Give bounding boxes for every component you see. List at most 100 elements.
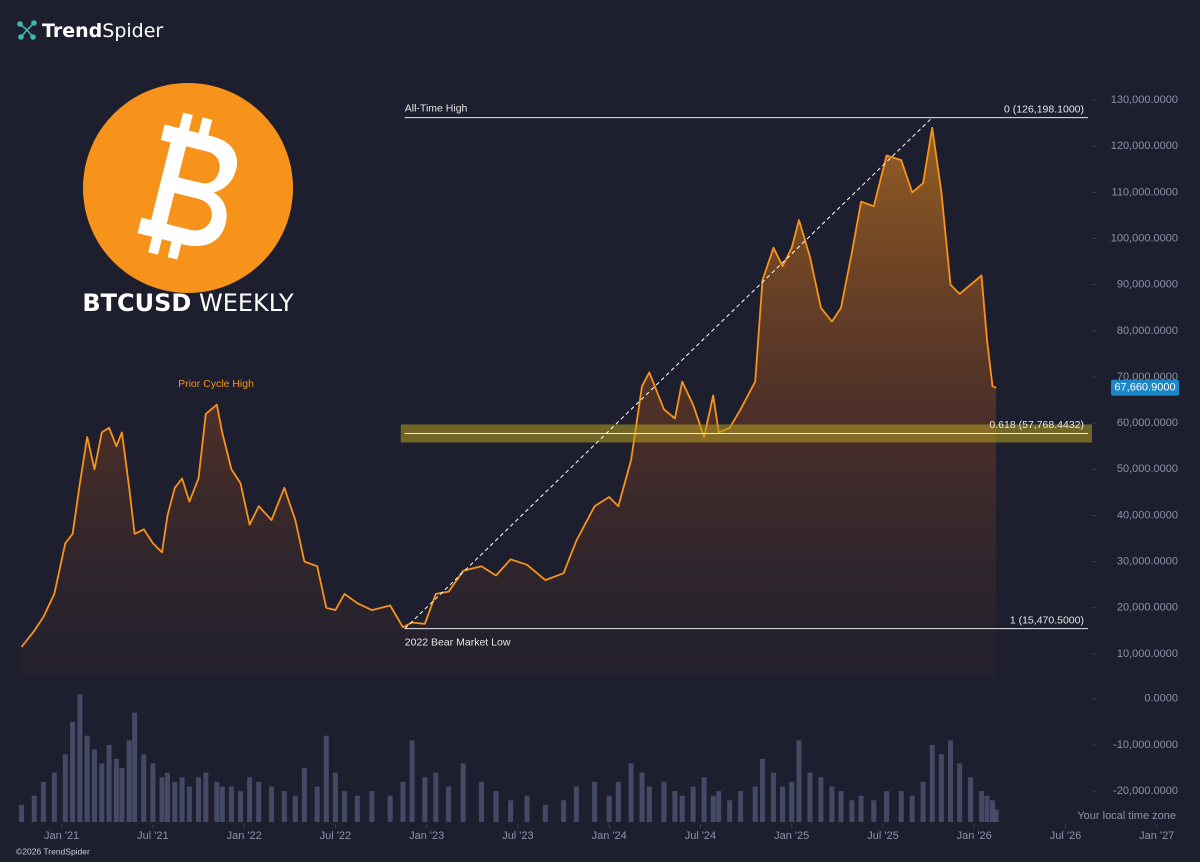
volume-bar	[214, 781, 220, 822]
volume-bar	[409, 740, 415, 822]
volume-bar	[369, 791, 375, 822]
volume-bar	[400, 781, 406, 822]
volume-tick-label: -20,000.0000	[1113, 785, 1178, 797]
volume-bar	[342, 791, 348, 822]
x-tick-label: Jul '23	[502, 830, 533, 842]
volume-bar	[752, 786, 758, 822]
volume-bar	[126, 740, 132, 822]
y-tick-label: 20,000.0000	[1117, 602, 1178, 614]
volume-bar	[332, 772, 338, 822]
volume-bar	[646, 786, 652, 822]
brand: TrendSpider	[42, 20, 163, 42]
volume-bar	[690, 786, 696, 822]
x-tick-label: Jan '23	[409, 830, 444, 842]
volume-bar	[807, 772, 813, 822]
volume-bar	[858, 795, 864, 822]
volume-bar	[542, 804, 548, 822]
volume-bar	[672, 791, 678, 822]
volume-bar	[219, 786, 225, 822]
volume-bar	[920, 781, 926, 822]
volume-bar	[984, 795, 990, 822]
brand-bold: Trend	[42, 20, 102, 42]
volume-bar	[141, 754, 147, 822]
volume-bar	[701, 777, 707, 822]
volume-bar	[62, 754, 68, 822]
level-note: 2022 Bear Market Low	[405, 636, 511, 648]
volume-bar	[884, 791, 890, 822]
y-tick-label: 30,000.0000	[1117, 556, 1178, 568]
volume-bar	[186, 786, 192, 822]
volume-bar	[159, 777, 165, 822]
volume-bar	[838, 791, 844, 822]
volume-bar	[203, 772, 209, 822]
volume-bar	[292, 795, 298, 822]
volume-bar	[493, 791, 499, 822]
volume-bar	[323, 735, 329, 822]
interval: WEEKLY	[199, 289, 294, 317]
volume-bar	[99, 763, 105, 822]
x-tick-label: Jan '24	[592, 830, 627, 842]
volume-bar	[77, 694, 83, 822]
volume-bar	[871, 800, 877, 822]
volume-bar	[524, 795, 530, 822]
brand-icon	[17, 20, 37, 40]
volume-bar	[993, 809, 999, 822]
volume-bar	[478, 781, 484, 822]
x-tick-label: Jan '27	[1139, 830, 1174, 842]
volume-bar	[228, 786, 234, 822]
y-tick-label: 90,000.0000	[1117, 279, 1178, 291]
volume-bar	[172, 781, 178, 822]
volume-bar	[573, 786, 579, 822]
volume-bar	[661, 781, 667, 822]
volume-bar	[433, 772, 439, 822]
copyright: ©2026 TrendSpider	[16, 846, 90, 856]
volume-bar	[796, 740, 802, 822]
volume-bar	[387, 795, 393, 822]
volume-bar	[818, 777, 824, 822]
volume-bar	[91, 749, 97, 822]
volume-bar	[119, 768, 125, 822]
volume-bar	[460, 763, 466, 822]
volume-bar	[615, 781, 621, 822]
annotation: Prior Cycle High	[178, 378, 254, 390]
volume-bar	[929, 744, 935, 822]
volume-bar	[710, 795, 716, 822]
x-tick-label: Jul '25	[867, 830, 898, 842]
volume-bar	[829, 786, 835, 822]
volume-bar	[179, 777, 185, 822]
volume-bar	[639, 772, 645, 822]
volume-tick-label: 0.0000	[1144, 693, 1178, 705]
volume-bar	[989, 800, 995, 822]
volume-bar	[628, 763, 634, 822]
bitcoin-glyph	[137, 112, 238, 260]
trend-line	[404, 117, 933, 630]
volume-bar	[18, 804, 24, 822]
volume-bar	[70, 721, 76, 822]
volume-bar	[968, 777, 974, 822]
volume-bar	[106, 744, 112, 822]
volume-bar	[716, 791, 722, 822]
volume-bar	[51, 772, 57, 822]
volume-bar	[196, 777, 202, 822]
volume-bar	[354, 795, 360, 822]
price-tag	[1111, 379, 1179, 396]
volume-bar	[301, 768, 307, 822]
volume-bar	[780, 786, 786, 822]
x-tick-label: Jul '26	[1050, 830, 1081, 842]
volume-bar	[789, 781, 795, 822]
level-note: All-Time High	[405, 102, 468, 114]
volume-bar	[31, 795, 37, 822]
y-tick-label: 10,000.0000	[1117, 648, 1178, 660]
volume-tick-label: -10,000.0000	[1113, 739, 1178, 751]
x-tick-label: Jan '22	[227, 830, 262, 842]
volume-bar	[446, 786, 452, 822]
volume-bar	[727, 800, 733, 822]
x-tick-label: Jan '26	[957, 830, 992, 842]
volume-bar	[909, 795, 915, 822]
volume-bar	[979, 791, 985, 822]
volume-bar	[84, 735, 90, 822]
volume-bar	[760, 758, 766, 822]
level-label: 0.618 (57,768.4432)	[989, 419, 1084, 431]
volume-bar	[269, 786, 275, 822]
volume-bar	[606, 795, 612, 822]
